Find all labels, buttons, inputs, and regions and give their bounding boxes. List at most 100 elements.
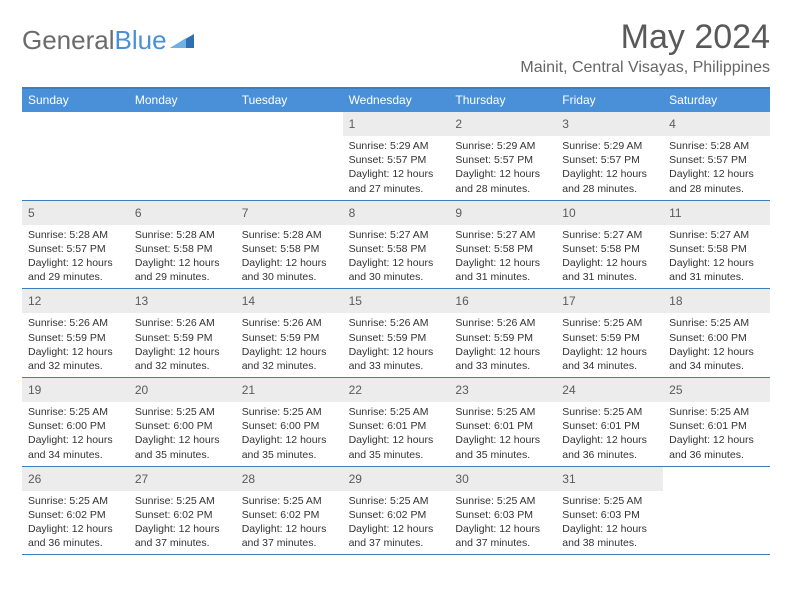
calendar-day: 12Sunrise: 5:26 AMSunset: 5:59 PMDayligh… (22, 289, 129, 377)
day-body: Sunrise: 5:25 AMSunset: 6:00 PMDaylight:… (22, 402, 129, 466)
calendar-day (663, 467, 770, 555)
day-body: Sunrise: 5:26 AMSunset: 5:59 PMDaylight:… (129, 313, 236, 377)
day-body: Sunrise: 5:27 AMSunset: 5:58 PMDaylight:… (343, 225, 450, 289)
day-body: Sunrise: 5:25 AMSunset: 6:00 PMDaylight:… (129, 402, 236, 466)
day-number: 21 (242, 383, 255, 397)
day-body: Sunrise: 5:25 AMSunset: 6:01 PMDaylight:… (343, 402, 450, 466)
daylight-text: Daylight: 12 hours and 31 minutes. (562, 256, 657, 284)
calendar-week: 19Sunrise: 5:25 AMSunset: 6:00 PMDayligh… (22, 378, 770, 467)
day-number: 20 (135, 383, 148, 397)
header: GeneralBlue May 2024 (22, 18, 770, 57)
day-number: 1 (349, 117, 356, 131)
day-number: 7 (242, 206, 249, 220)
weekday-header-row: Sunday Monday Tuesday Wednesday Thursday… (22, 89, 770, 112)
sunset-text: Sunset: 6:01 PM (562, 419, 657, 433)
sunset-text: Sunset: 5:59 PM (349, 331, 444, 345)
day-number-row: 16 (449, 289, 556, 313)
sunrise-text: Sunrise: 5:25 AM (669, 405, 764, 419)
daylight-text: Daylight: 12 hours and 35 minutes. (135, 433, 230, 461)
daylight-text: Daylight: 12 hours and 32 minutes. (28, 345, 123, 373)
day-number-row: 28 (236, 467, 343, 491)
calendar-day: 25Sunrise: 5:25 AMSunset: 6:01 PMDayligh… (663, 378, 770, 466)
sunrise-text: Sunrise: 5:27 AM (669, 228, 764, 242)
sunrise-text: Sunrise: 5:25 AM (135, 405, 230, 419)
day-number: 5 (28, 206, 35, 220)
day-number-row: 14 (236, 289, 343, 313)
daylight-text: Daylight: 12 hours and 37 minutes. (455, 522, 550, 550)
calendar-day: 28 Sunrise: 5:25 AMSunset: 6:02 PMDayligh… (236, 467, 343, 555)
sunrise-text: Sunrise: 5:26 AM (242, 316, 337, 330)
day-number: 4 (669, 117, 676, 131)
day-number: 8 (349, 206, 356, 220)
calendar-page: GeneralBlue May 2024 Mainit, Central Vis… (0, 0, 792, 567)
sunset-text: Sunset: 6:03 PM (562, 508, 657, 522)
sunset-text: Sunset: 6:02 PM (349, 508, 444, 522)
weeks-container: 1Sunrise: 5:29 AMSunset: 5:57 PMDaylight… (22, 112, 770, 555)
day-body: Sunrise: 5:27 AMSunset: 5:58 PMDaylight:… (556, 225, 663, 289)
sunset-text: Sunset: 5:58 PM (669, 242, 764, 256)
calendar-day: 6Sunrise: 5:28 AMSunset: 5:58 PMDaylight… (129, 201, 236, 289)
calendar-week: 12Sunrise: 5:26 AMSunset: 5:59 PMDayligh… (22, 289, 770, 378)
day-number: 15 (349, 294, 362, 308)
sunset-text: Sunset: 5:58 PM (455, 242, 550, 256)
sunset-text: Sunset: 5:59 PM (455, 331, 550, 345)
daylight-text: Daylight: 12 hours and 29 minutes. (28, 256, 123, 284)
weekday-header: Sunday (22, 89, 129, 112)
day-body: Sunrise: 5:25 AMSunset: 6:02 PMDaylight:… (129, 491, 236, 555)
calendar-day: 24Sunrise: 5:25 AMSunset: 6:01 PMDayligh… (556, 378, 663, 466)
sunset-text: Sunset: 5:57 PM (28, 242, 123, 256)
day-number-row: 15 (343, 289, 450, 313)
daylight-text: Daylight: 12 hours and 34 minutes. (562, 345, 657, 373)
day-number: 13 (135, 294, 148, 308)
sunset-text: Sunset: 5:57 PM (562, 153, 657, 167)
day-number-row: 24 (556, 378, 663, 402)
day-body: Sunrise: 5:25 AMSunset: 6:01 PMDaylight:… (663, 402, 770, 466)
day-number: 2 (455, 117, 462, 131)
sunset-text: Sunset: 5:59 PM (135, 331, 230, 345)
day-number: 28 (242, 472, 255, 486)
calendar-day: 11 Sunrise: 5:27 AMSunset: 5:58 PMDayligh… (663, 201, 770, 289)
day-number-row (236, 112, 343, 118)
day-number: 9 (455, 206, 462, 220)
calendar-day: 13 Sunrise: 5:26 AMSunset: 5:59 PMDayligh… (129, 289, 236, 377)
brand-part1: General (22, 25, 115, 56)
sunset-text: Sunset: 5:57 PM (669, 153, 764, 167)
day-body: Sunrise: 5:25 AMSunset: 6:02 PMDaylight:… (236, 491, 343, 555)
day-number-row: 26 (22, 467, 129, 491)
calendar-day: 23Sunrise: 5:25 AMSunset: 6:01 PMDayligh… (449, 378, 556, 466)
day-number-row: 19 (22, 378, 129, 402)
sunset-text: Sunset: 5:58 PM (242, 242, 337, 256)
day-number: 11 (669, 206, 681, 220)
calendar-day: 1Sunrise: 5:29 AMSunset: 5:57 PMDaylight… (343, 112, 450, 200)
calendar-day: 7 Sunrise: 5:28 AMSunset: 5:58 PMDaylight… (236, 201, 343, 289)
day-body: Sunrise: 5:27 AMSunset: 5:58 PMDaylight:… (663, 225, 770, 289)
day-body: Sunrise: 5:28 AMSunset: 5:58 PMDaylight:… (236, 225, 343, 289)
sunset-text: Sunset: 6:02 PM (135, 508, 230, 522)
day-number-row: 27 (129, 467, 236, 491)
day-body: Sunrise: 5:25 AMSunset: 6:00 PMDaylight:… (236, 402, 343, 466)
calendar-week: 1Sunrise: 5:29 AMSunset: 5:57 PMDaylight… (22, 112, 770, 201)
weekday-header: Monday (129, 89, 236, 112)
location-subtitle: Mainit, Central Visayas, Philippines (22, 59, 770, 77)
day-body: Sunrise: 5:25 AMSunset: 6:02 PMDaylight:… (343, 491, 450, 555)
daylight-text: Daylight: 12 hours and 31 minutes. (669, 256, 764, 284)
day-number: 31 (562, 472, 575, 486)
day-number: 26 (28, 472, 41, 486)
day-body: Sunrise: 5:28 AMSunset: 5:58 PMDaylight:… (129, 225, 236, 289)
weekday-header: Friday (556, 89, 663, 112)
weekday-header: Tuesday (236, 89, 343, 112)
sunrise-text: Sunrise: 5:25 AM (562, 405, 657, 419)
daylight-text: Daylight: 12 hours and 35 minutes. (242, 433, 337, 461)
sunrise-text: Sunrise: 5:25 AM (455, 494, 550, 508)
calendar-day: 17Sunrise: 5:25 AMSunset: 5:59 PMDayligh… (556, 289, 663, 377)
daylight-text: Daylight: 12 hours and 28 minutes. (455, 167, 550, 195)
sunset-text: Sunset: 5:58 PM (135, 242, 230, 256)
calendar-grid: Sunday Monday Tuesday Wednesday Thursday… (22, 87, 770, 555)
day-number: 30 (455, 472, 468, 486)
sunset-text: Sunset: 5:59 PM (562, 331, 657, 345)
day-number-row: 7 (236, 201, 343, 225)
calendar-week: 26Sunrise: 5:25 AMSunset: 6:02 PMDayligh… (22, 467, 770, 556)
calendar-day: 18Sunrise: 5:25 AMSunset: 6:00 PMDayligh… (663, 289, 770, 377)
daylight-text: Daylight: 12 hours and 28 minutes. (669, 167, 764, 195)
daylight-text: Daylight: 12 hours and 37 minutes. (135, 522, 230, 550)
